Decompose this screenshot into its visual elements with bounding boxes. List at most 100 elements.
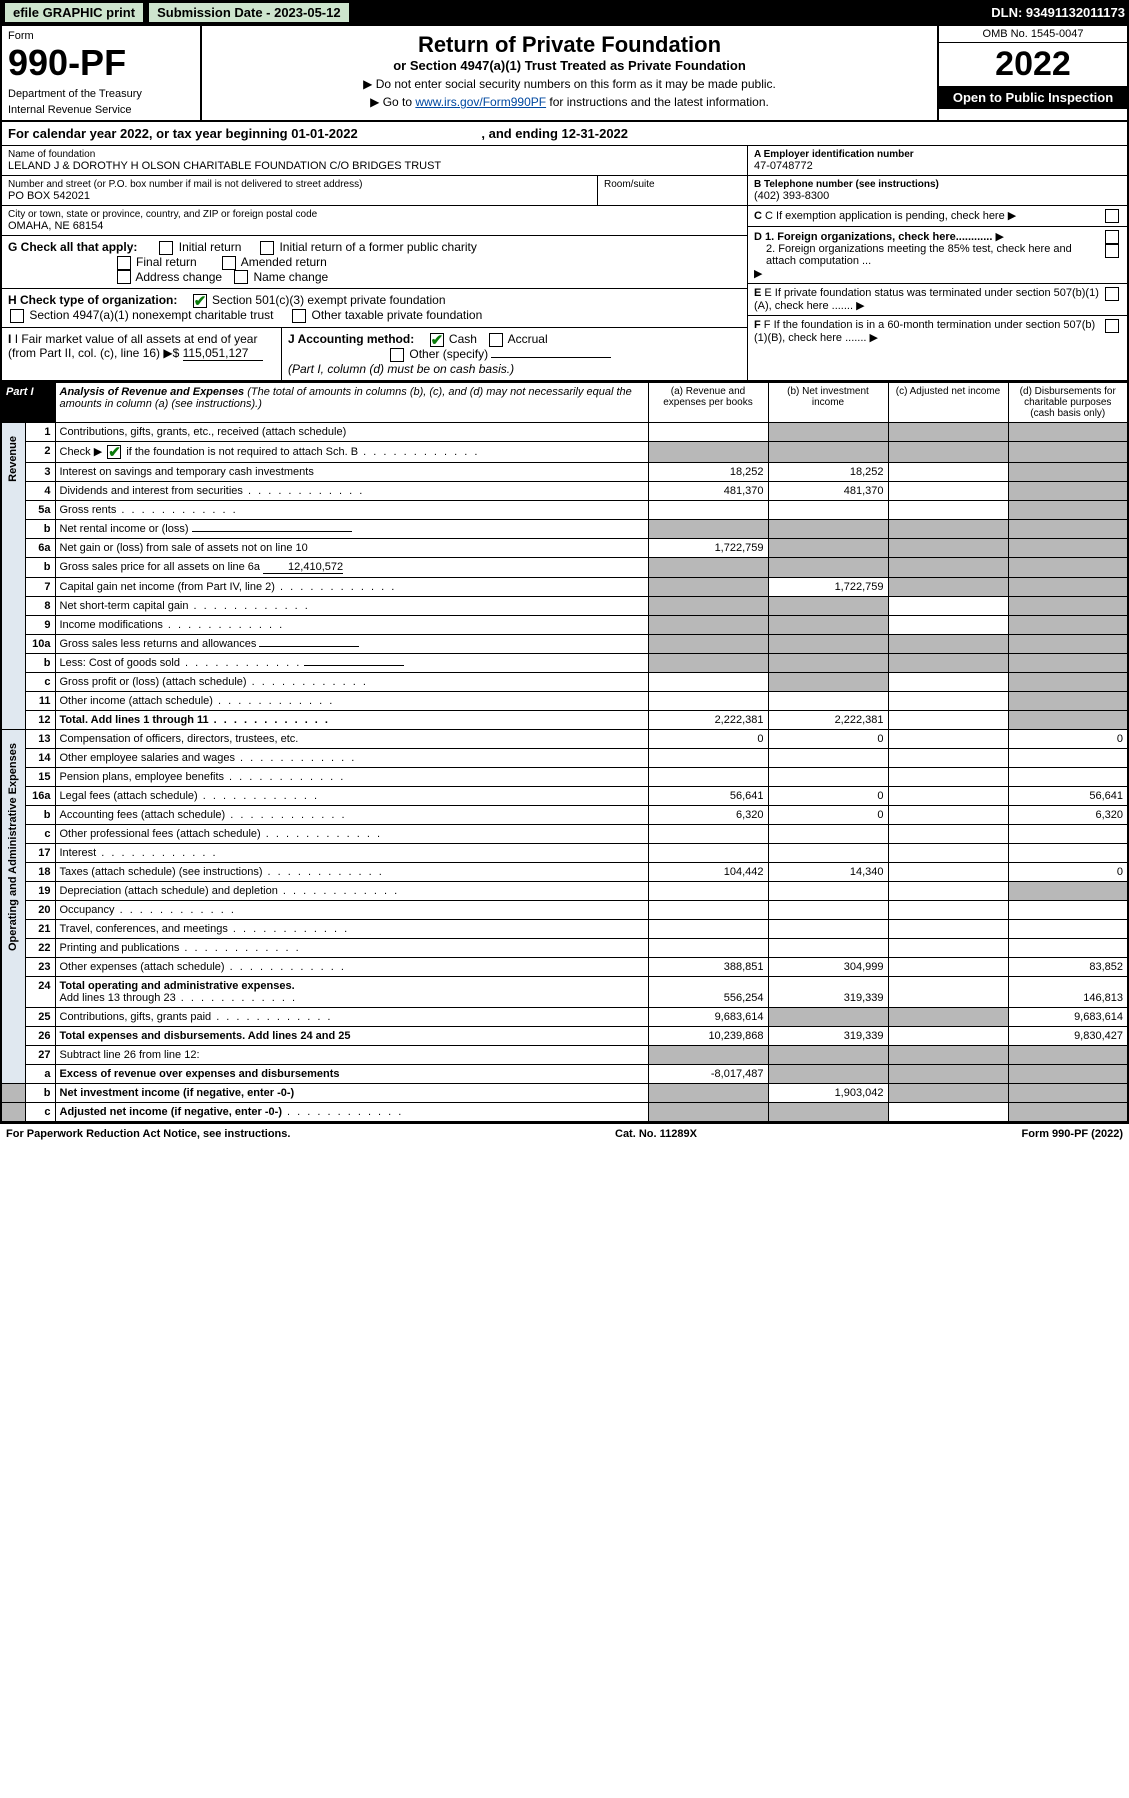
line-6a: Net gain or (loss) from sale of assets n… xyxy=(55,538,648,557)
efile-print-button[interactable]: efile GRAPHIC print xyxy=(4,2,144,23)
line-3-b: 18,252 xyxy=(768,462,888,481)
e-checkbox[interactable] xyxy=(1105,287,1119,301)
line-6a-a: 1,722,759 xyxy=(648,538,768,557)
open-public: Open to Public Inspection xyxy=(939,86,1127,109)
d2-checkbox[interactable] xyxy=(1105,244,1119,258)
city-value: OMAHA, NE 68154 xyxy=(8,220,741,232)
line-4: Dividends and interest from securities xyxy=(60,485,243,497)
cat-number: Cat. No. 11289X xyxy=(615,1128,697,1140)
line-5b: Net rental income or (loss) xyxy=(60,523,189,535)
other-method-checkbox[interactable] xyxy=(390,348,404,362)
line-3: Interest on savings and temporary cash i… xyxy=(55,462,648,481)
d2-label: 2. Foreign organizations meeting the 85%… xyxy=(766,243,1103,267)
line-27c: Adjusted net income (if negative, enter … xyxy=(60,1106,282,1118)
line-27: Subtract line 26 from line 12: xyxy=(55,1045,648,1064)
line-16b-b: 0 xyxy=(768,805,888,824)
line-24-a: 556,254 xyxy=(648,976,768,1007)
g-label: G Check all that apply: xyxy=(8,240,137,254)
dln: DLN: 93491132011173 xyxy=(991,5,1125,20)
ein-label: A Employer identification number xyxy=(754,149,1121,160)
line-8: Net short-term capital gain xyxy=(60,600,189,612)
name-label: Name of foundation xyxy=(8,149,741,160)
instr-link: ▶ Go to www.irs.gov/Form990PF for instru… xyxy=(212,95,927,109)
c-label: C If exemption application is pending, c… xyxy=(765,210,1005,222)
line-12-a: 2,222,381 xyxy=(648,710,768,729)
foundation-name: LELAND J & DOROTHY H OLSON CHARITABLE FO… xyxy=(8,160,741,172)
form-title: Return of Private Foundation xyxy=(212,32,927,58)
accrual-checkbox[interactable] xyxy=(489,333,503,347)
dept-treasury: Department of the Treasury xyxy=(8,88,194,100)
line-12: Total. Add lines 1 through 11 xyxy=(60,714,209,726)
c-checkbox[interactable] xyxy=(1105,209,1119,223)
schb-checkbox[interactable] xyxy=(107,445,121,459)
d1-checkbox[interactable] xyxy=(1105,230,1119,244)
irs-link[interactable]: www.irs.gov/Form990PF xyxy=(415,95,546,109)
page-footer: For Paperwork Reduction Act Notice, see … xyxy=(0,1123,1129,1144)
initial-former-checkbox[interactable] xyxy=(260,241,274,255)
line-15: Pension plans, employee benefits xyxy=(60,771,225,783)
form-number: 990-PF xyxy=(8,42,194,84)
accrual-label: Accrual xyxy=(508,332,548,346)
line-18-a: 104,442 xyxy=(648,862,768,881)
line-2-pre: Check ▶ xyxy=(60,446,103,458)
line-10b: Less: Cost of goods sold xyxy=(60,657,180,669)
line-21: Travel, conferences, and meetings xyxy=(60,923,228,935)
line-24-d: 146,813 xyxy=(1008,976,1128,1007)
city-label: City or town, state or province, country… xyxy=(8,209,741,220)
line-16b-a: 6,320 xyxy=(648,805,768,824)
cal-year-end: , and ending 12-31-2022 xyxy=(481,126,628,141)
line-13: Compensation of officers, directors, tru… xyxy=(55,729,648,748)
initial-return-checkbox[interactable] xyxy=(159,241,173,255)
line-27a-a: -8,017,487 xyxy=(648,1064,768,1083)
501c3-checkbox[interactable] xyxy=(193,294,207,308)
cash-checkbox[interactable] xyxy=(430,333,444,347)
line-11: Other income (attach schedule) xyxy=(60,695,213,707)
addr-label: Number and street (or P.O. box number if… xyxy=(8,179,591,190)
d1-label: D 1. Foreign organizations, check here..… xyxy=(754,231,992,243)
dept-irs: Internal Revenue Service xyxy=(8,104,194,116)
line-20: Occupancy xyxy=(60,904,115,916)
line-16b-d: 6,320 xyxy=(1008,805,1128,824)
line-16a: Legal fees (attach schedule) xyxy=(60,790,198,802)
line-24b: Add lines 13 through 23 xyxy=(60,992,176,1004)
addr-change-checkbox[interactable] xyxy=(117,270,131,284)
part1-title: Analysis of Revenue and Expenses xyxy=(60,386,245,398)
name-change-checkbox[interactable] xyxy=(234,270,248,284)
other-taxable-checkbox[interactable] xyxy=(292,309,306,323)
f-label: F If the foundation is in a 60-month ter… xyxy=(754,319,1095,344)
form-subtitle: or Section 4947(a)(1) Trust Treated as P… xyxy=(212,58,927,73)
line-6b-val: 12,410,572 xyxy=(263,561,343,574)
h-label: H Check type of organization: xyxy=(8,293,177,307)
revenue-side-label: Revenue xyxy=(7,426,19,492)
line-16a-d: 56,641 xyxy=(1008,786,1128,805)
line-26-a: 10,239,868 xyxy=(648,1026,768,1045)
form-label: Form xyxy=(8,30,194,42)
cal-year-begin: For calendar year 2022, or tax year begi… xyxy=(8,126,358,141)
line-23: Other expenses (attach schedule) xyxy=(60,961,225,973)
final-return-checkbox[interactable] xyxy=(117,256,131,270)
line-13-a: 0 xyxy=(648,729,768,748)
col-b-header: (b) Net investment income xyxy=(768,382,888,422)
line-16a-a: 56,641 xyxy=(648,786,768,805)
line-5a: Gross rents xyxy=(60,504,117,516)
f-checkbox[interactable] xyxy=(1105,319,1119,333)
instr-post: for instructions and the latest informat… xyxy=(546,95,769,109)
line-26-d: 9,830,427 xyxy=(1008,1026,1128,1045)
instr-pre: ▶ Go to xyxy=(370,95,415,109)
amended-return-checkbox[interactable] xyxy=(222,256,236,270)
line-1: Contributions, gifts, grants, etc., rece… xyxy=(55,422,648,441)
calendar-year: For calendar year 2022, or tax year begi… xyxy=(0,122,1129,146)
part1-table: Part I Analysis of Revenue and Expenses … xyxy=(0,382,1129,1123)
other-taxable-label: Other taxable private foundation xyxy=(312,308,483,322)
col-a-header: (a) Revenue and expenses per books xyxy=(648,382,768,422)
line-18-d: 0 xyxy=(1008,862,1128,881)
line-7: Capital gain net income (from Part IV, l… xyxy=(60,581,275,593)
line-27b: Net investment income (if negative, ente… xyxy=(60,1087,295,1099)
4947-label: Section 4947(a)(1) nonexempt charitable … xyxy=(29,308,273,322)
line-13-d: 0 xyxy=(1008,729,1128,748)
col-d-header: (d) Disbursements for charitable purpose… xyxy=(1008,382,1128,422)
4947-checkbox[interactable] xyxy=(10,309,24,323)
line-4-a: 481,370 xyxy=(648,481,768,500)
initial-former-label: Initial return of a former public charit… xyxy=(279,240,476,254)
line-14: Other employee salaries and wages xyxy=(60,752,235,764)
